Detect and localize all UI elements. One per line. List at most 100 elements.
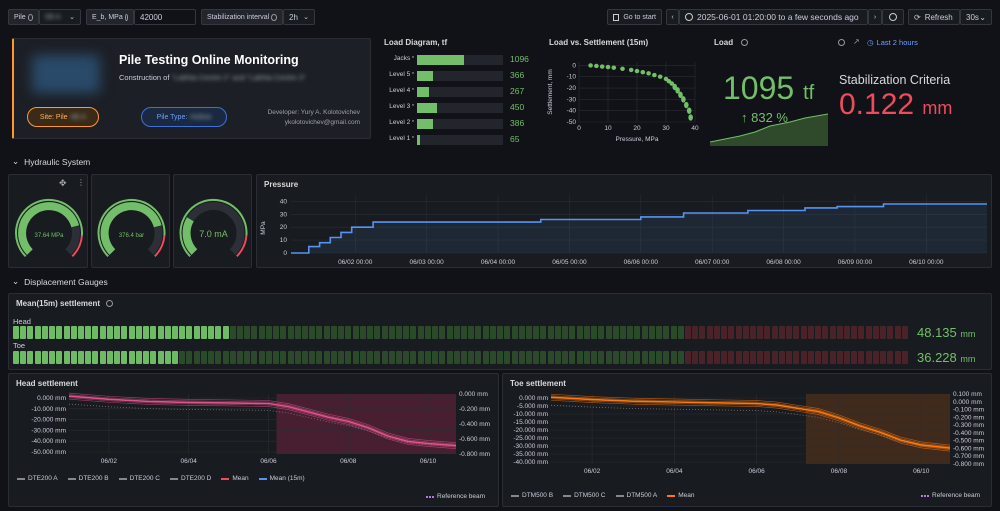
bar-cell (461, 351, 468, 364)
load-diagram-panel: Load Diagram, tf Jacks * 1096 Level 5 * 366… (379, 34, 539, 146)
stab-select[interactable]: 2h ⌄ (283, 9, 315, 25)
chevron-down-icon: ⌄ (69, 14, 75, 21)
bar-cell (410, 351, 417, 364)
toe-bar-gauge (13, 351, 909, 364)
external-link-icon[interactable]: ↗ (853, 37, 860, 46)
bar-cell (771, 351, 778, 364)
load-row-label-text: Level 1 (389, 135, 411, 142)
legend-item[interactable]: DTE200 A (17, 475, 58, 482)
bar-cell (685, 351, 692, 364)
y-right-tick-label: -0.400 mm (953, 430, 984, 437)
time-range-picker[interactable]: 2025-06-01 01:20:00 to a few seconds ago (679, 9, 868, 25)
developer-email[interactable]: ykolotovichev@gmail.com (284, 119, 360, 126)
bar-cell (728, 326, 735, 339)
time-override-link[interactable]: ◷ Last 2 hours (867, 38, 918, 47)
legend-item-reference-beam[interactable]: Reference beam (921, 492, 980, 499)
load-settlement-chart: 0 10 20 30 40 0 -10 -20 -30 -40 -50 Pressure, MPa Se… (547, 62, 699, 143)
y-tick-label: 0 (572, 62, 576, 69)
y-tick-label: -5.000 mm (517, 403, 548, 410)
load-row-mark: * (412, 88, 414, 94)
pile-type-badge[interactable]: Pile Type: Hollow (141, 107, 227, 127)
refresh-button[interactable]: ⟳ Refresh (908, 9, 960, 25)
bar-cell (764, 351, 771, 364)
bar-cell (533, 351, 540, 364)
bar-cell (359, 326, 366, 339)
developer-name: Developer: Yury A. Kolotovichev (267, 109, 360, 116)
bar-cell (880, 351, 887, 364)
bar-cell (330, 326, 337, 339)
bar-cell (99, 351, 106, 364)
bar-cell (721, 351, 728, 364)
y-tick-label: -15.000 mm (513, 419, 548, 426)
bar-cell (526, 351, 533, 364)
mean-settlement-header: Mean(15m) settlement (16, 299, 114, 308)
bar-cell (836, 326, 843, 339)
bar-cell (504, 351, 511, 364)
scatter-point (628, 67, 634, 73)
bar-cell (92, 351, 99, 364)
gauge-threshold-red (154, 235, 166, 258)
bar-cell (157, 326, 164, 339)
scatter-point (640, 69, 646, 75)
time-forward-button[interactable]: › (868, 9, 882, 25)
bar-cell (171, 326, 178, 339)
y-right-tick-label: 0.000 mm (953, 399, 982, 406)
load-row-track (417, 103, 503, 113)
legend-item[interactable]: DTM500 A (615, 492, 657, 499)
load-stat-title: Load (714, 38, 734, 47)
displacement-section-header[interactable]: ⌄ Displacement Gauges (12, 276, 108, 287)
x-tick-label: 06/10 (420, 458, 437, 465)
y-right-tick-label: -0.500 mm (953, 438, 984, 445)
toe-settlement-chart: 0.000 mm-5.000 mm-10.000 mm-15.000 mm-20… (513, 391, 984, 475)
bar-cell (70, 351, 77, 364)
bar-cell (547, 351, 554, 364)
bar-cell (887, 326, 894, 339)
bar-cell (757, 351, 764, 364)
load-row-track (417, 119, 503, 129)
eb-input[interactable]: 42000 (134, 9, 196, 25)
pile-variable-label: Pile (8, 9, 39, 25)
pile-select[interactable]: 0B-A ⌄ (39, 9, 81, 25)
bar-cell (237, 351, 244, 364)
bar-cell (576, 351, 583, 364)
scatter-point (669, 81, 675, 86)
bar-cell (569, 326, 576, 339)
bar-cell (222, 351, 229, 364)
bar-cell (41, 351, 48, 364)
bar-cell (222, 326, 229, 339)
sensor-line (550, 399, 951, 452)
legend-item-reference-beam[interactable]: Reference beam (426, 493, 485, 500)
legend-item[interactable]: DTE200 B (67, 475, 109, 482)
bar-cell (757, 326, 764, 339)
scatter-point (657, 74, 663, 79)
zoom-out-button[interactable] (882, 9, 904, 25)
refresh-interval-select[interactable]: 30s ⌄ (960, 9, 992, 25)
x-tick-label: 20 (633, 125, 641, 132)
time-back-button[interactable]: ‹ (666, 9, 679, 25)
legend-item[interactable]: Mean (15m) (258, 475, 305, 482)
bar-cell (309, 326, 316, 339)
bar-cell (807, 351, 814, 364)
bar-cell (367, 351, 374, 364)
bar-cell (865, 326, 872, 339)
move-icon[interactable]: ✥ (59, 178, 67, 188)
legend-item[interactable]: Mean (221, 475, 249, 482)
refresh-interval-value: 30s (966, 12, 979, 22)
head-bar-gauge (13, 326, 909, 339)
legend-item[interactable]: Mean (667, 492, 695, 499)
bar-cell (99, 326, 106, 339)
legend-item[interactable]: DTE200 C (118, 475, 160, 482)
bar-cell (706, 351, 713, 364)
menu-icon[interactable]: ⋮ (77, 178, 85, 187)
bar-cell (208, 326, 215, 339)
legend-item[interactable]: DTE200 D (170, 475, 211, 482)
hydraulic-section-header[interactable]: ⌄ Hydraulic System (12, 156, 90, 167)
legend-item[interactable]: DTM500 B (511, 492, 553, 499)
y-tick-label: -30.000 mm (513, 443, 548, 450)
legend-item[interactable]: DTM500 C (563, 492, 606, 499)
bar-cell (251, 326, 258, 339)
go-to-start-button[interactable]: Go to start (607, 9, 662, 25)
bar-cell (735, 351, 742, 364)
site-badge[interactable]: Site: Pile 0B-A (27, 107, 99, 127)
bar-cell (858, 326, 865, 339)
